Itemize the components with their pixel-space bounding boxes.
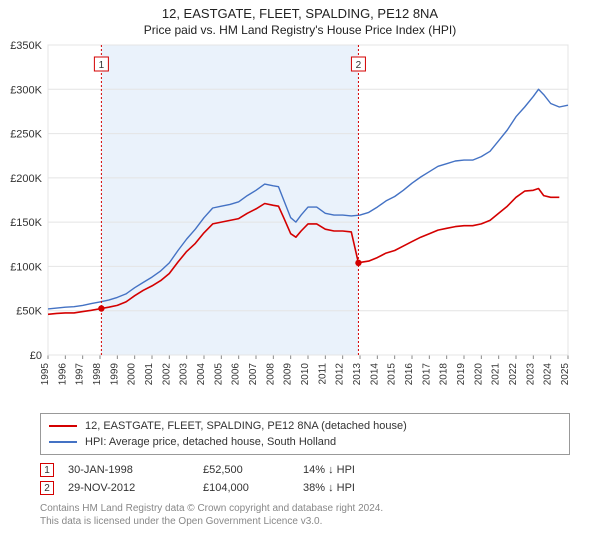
svg-text:2010: 2010 xyxy=(300,363,311,386)
svg-text:2000: 2000 xyxy=(127,363,138,386)
legend: 12, EASTGATE, FLEET, SPALDING, PE12 8NA … xyxy=(40,413,570,455)
svg-text:£300K: £300K xyxy=(10,84,42,96)
svg-text:£350K: £350K xyxy=(10,41,42,52)
svg-text:2: 2 xyxy=(356,60,362,71)
svg-text:£250K: £250K xyxy=(10,129,42,141)
svg-text:2022: 2022 xyxy=(508,363,519,386)
marker-date: 29-NOV-2012 xyxy=(68,482,203,494)
svg-text:2021: 2021 xyxy=(491,363,502,386)
legend-label: HPI: Average price, detached house, Sout… xyxy=(85,436,336,448)
svg-text:2024: 2024 xyxy=(543,363,554,386)
marker-price: £52,500 xyxy=(203,464,303,476)
legend-swatch xyxy=(49,441,77,443)
svg-text:2004: 2004 xyxy=(196,363,207,386)
footer-line: This data is licensed under the Open Gov… xyxy=(40,516,570,529)
svg-text:2017: 2017 xyxy=(421,363,432,386)
chart-area: £0 £50K £100K £150K £200K £250K £300K £350K 1995… xyxy=(0,41,600,407)
legend-swatch xyxy=(49,425,77,427)
svg-text:1998: 1998 xyxy=(92,363,103,386)
svg-text:1996: 1996 xyxy=(57,363,68,386)
svg-text:£200K: £200K xyxy=(10,173,42,185)
marker-row: 2 29-NOV-2012 £104,000 38% ↓ HPI xyxy=(40,479,570,497)
svg-text:1995: 1995 xyxy=(40,363,51,386)
svg-text:£50K: £50K xyxy=(16,306,42,318)
svg-text:2013: 2013 xyxy=(352,363,363,386)
legend-item: 12, EASTGATE, FLEET, SPALDING, PE12 8NA … xyxy=(49,418,561,434)
svg-text:2008: 2008 xyxy=(265,363,276,386)
legend-label: 12, EASTGATE, FLEET, SPALDING, PE12 8NA … xyxy=(85,420,407,432)
svg-text:2023: 2023 xyxy=(525,363,536,386)
svg-text:£0: £0 xyxy=(30,350,42,362)
svg-text:2003: 2003 xyxy=(179,363,190,386)
svg-text:2007: 2007 xyxy=(248,363,259,386)
marker-row: 1 30-JAN-1998 £52,500 14% ↓ HPI xyxy=(40,461,570,479)
svg-text:2001: 2001 xyxy=(144,363,155,386)
svg-text:2009: 2009 xyxy=(283,363,294,386)
marker-badge: 2 xyxy=(40,481,54,495)
marker-pct: 38% ↓ HPI xyxy=(303,482,438,494)
svg-text:2016: 2016 xyxy=(404,363,415,386)
svg-text:2005: 2005 xyxy=(213,363,224,386)
svg-text:1: 1 xyxy=(99,60,105,71)
svg-text:2012: 2012 xyxy=(335,363,346,386)
chart-subtitle: Price paid vs. HM Land Registry's House … xyxy=(0,23,600,37)
svg-text:2018: 2018 xyxy=(439,363,450,386)
svg-text:2015: 2015 xyxy=(387,363,398,386)
markers-table: 1 30-JAN-1998 £52,500 14% ↓ HPI 2 29-NOV… xyxy=(40,461,570,497)
svg-text:2006: 2006 xyxy=(231,363,242,386)
svg-text:2011: 2011 xyxy=(317,363,328,385)
svg-text:2020: 2020 xyxy=(473,363,484,386)
chart-title: 12, EASTGATE, FLEET, SPALDING, PE12 8NA xyxy=(0,6,600,21)
footer: Contains HM Land Registry data © Crown c… xyxy=(40,503,570,528)
marker-pct: 14% ↓ HPI xyxy=(303,464,438,476)
svg-text:2002: 2002 xyxy=(161,363,172,386)
svg-text:2019: 2019 xyxy=(456,363,467,386)
svg-text:2014: 2014 xyxy=(369,363,380,386)
marker-price: £104,000 xyxy=(203,482,303,494)
marker-badge: 1 xyxy=(40,463,54,477)
svg-text:2025: 2025 xyxy=(560,363,571,386)
svg-text:1997: 1997 xyxy=(75,363,86,386)
svg-text:£100K: £100K xyxy=(10,261,42,273)
marker-date: 30-JAN-1998 xyxy=(68,464,203,476)
svg-text:1999: 1999 xyxy=(109,363,120,386)
footer-line: Contains HM Land Registry data © Crown c… xyxy=(40,503,570,516)
svg-text:£150K: £150K xyxy=(10,217,42,229)
legend-item: HPI: Average price, detached house, Sout… xyxy=(49,434,561,450)
